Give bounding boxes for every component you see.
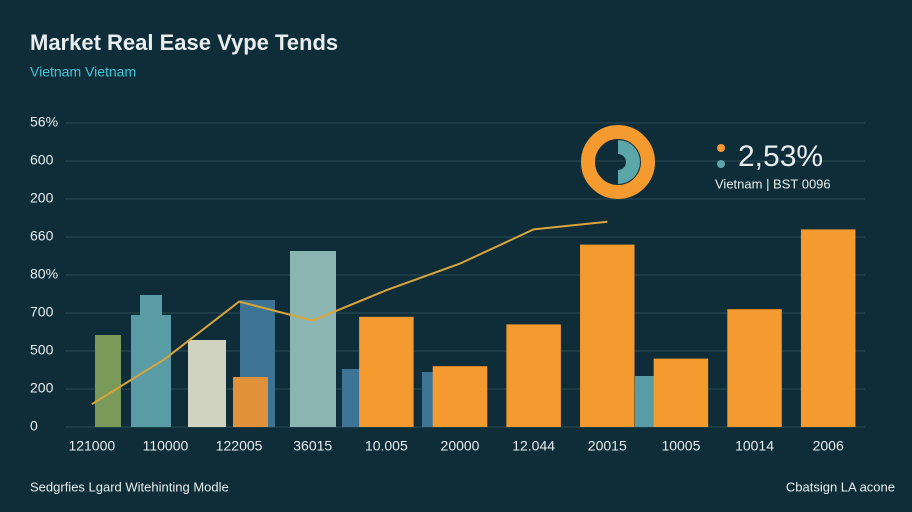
footer-left: Sedgrfies Lgard Witehinting Modle	[30, 479, 229, 494]
legend-dot	[717, 144, 725, 152]
y-tick-label: 56%	[30, 114, 58, 130]
donut	[581, 125, 655, 199]
x-tick-label: 12.044	[512, 438, 555, 454]
bar	[432, 366, 488, 427]
x-tick-label: 20000	[441, 438, 480, 454]
y-tick-label: 200	[30, 380, 54, 396]
x-tick-label: 36015	[293, 438, 332, 454]
y-tick-label: 660	[30, 228, 54, 244]
bar	[359, 316, 414, 427]
x-tick-label: 10005	[661, 438, 700, 454]
line	[91, 220, 608, 406]
x-tick-label: 10014	[735, 438, 774, 454]
x-tick-label: 121000	[68, 438, 115, 454]
chart-title: Market Real Ease Vype Tends	[30, 30, 338, 55]
footer-right: Cbatsign LA acone	[786, 479, 895, 494]
x-tick-label: 10.005	[365, 438, 408, 454]
y-tick-label: 500	[30, 342, 54, 358]
x-tick-label: 20015	[588, 438, 627, 454]
bar	[800, 229, 856, 427]
buildings	[95, 251, 655, 427]
y-tick-label: 700	[30, 304, 54, 320]
chart-subtitle: Vietnam Vietnam	[30, 64, 136, 80]
bar	[506, 324, 561, 427]
x-tick-label: 110000	[143, 438, 189, 454]
bar	[653, 358, 709, 427]
bar	[580, 244, 635, 427]
bar	[727, 309, 782, 427]
x-tick-label: 2006	[813, 438, 844, 454]
x-tick-label: 122005	[216, 438, 263, 454]
y-tick-label: 600	[30, 152, 54, 168]
annotation-caption: Vietnam | BST 0096	[715, 176, 831, 191]
legend-dot	[717, 160, 725, 168]
annotation: 2,53%	[738, 140, 823, 173]
y-tick-label: 200	[30, 190, 54, 206]
y-tick-label: 0	[30, 418, 38, 434]
y-tick-label: 80%	[30, 266, 58, 282]
